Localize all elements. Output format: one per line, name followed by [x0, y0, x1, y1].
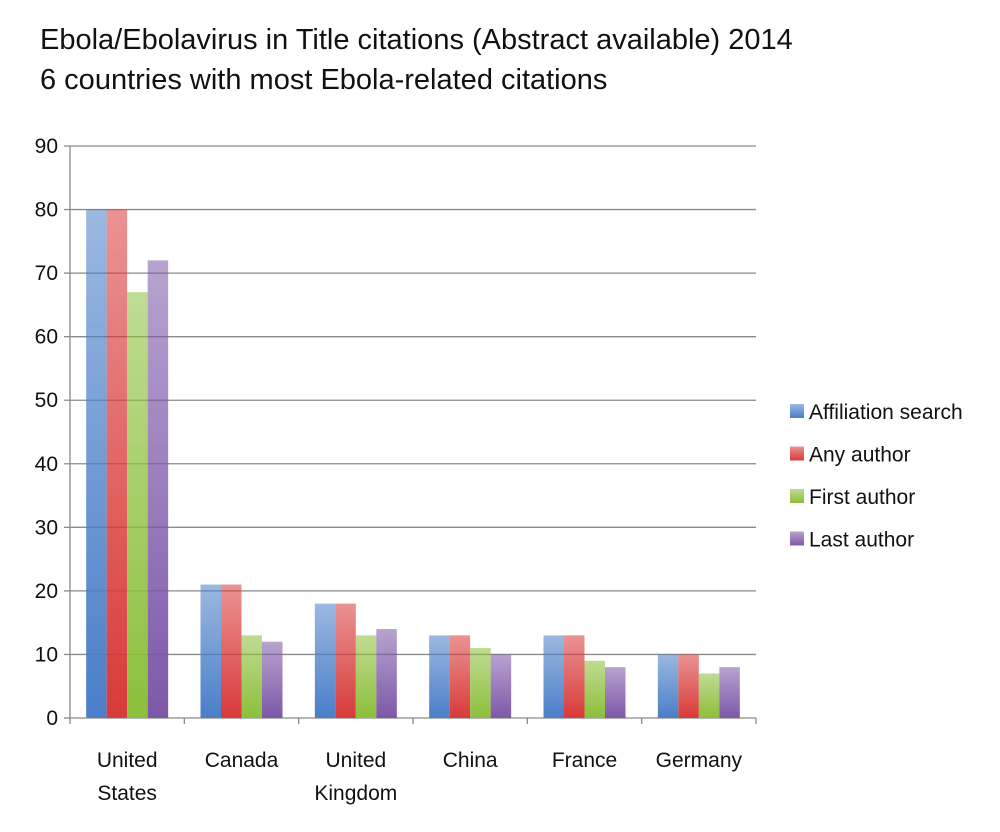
- bar-any-author: [564, 635, 585, 718]
- y-tick-label: 20: [35, 580, 58, 603]
- bar-affiliation-search: [200, 584, 221, 718]
- x-category-label: Kingdom: [314, 782, 397, 805]
- chart-subtitle: 6 countries with most Ebola-related cita…: [40, 64, 608, 96]
- bar-any-author: [678, 654, 699, 718]
- bar-any-author: [449, 635, 471, 718]
- bar-last-author: [605, 667, 626, 718]
- y-tick-label: 30: [35, 516, 58, 539]
- bar-first-author: [698, 673, 720, 718]
- x-category-label: United: [325, 749, 386, 772]
- legend-swatch: [790, 531, 804, 546]
- chart-title: Ebola/Ebolavirus in Title citations (Abs…: [40, 24, 793, 56]
- bar-last-author: [376, 629, 397, 718]
- y-tick-label: 90: [35, 135, 58, 158]
- y-tick-label: 80: [35, 199, 58, 222]
- bar-last-author: [147, 260, 169, 718]
- y-tick-label: 0: [46, 707, 58, 730]
- bar-affiliation-search: [86, 209, 107, 719]
- legend-label: Any author: [809, 444, 911, 467]
- x-category-label: United: [97, 749, 158, 772]
- chart-title-block: Ebola/Ebolavirus in Title citations (Abs…: [40, 20, 793, 100]
- x-category-label: States: [97, 782, 157, 805]
- bar-affiliation-search: [429, 635, 450, 718]
- x-category-label: Canada: [205, 749, 279, 772]
- bar-affiliation-search: [543, 635, 564, 718]
- bar-last-author: [262, 641, 283, 718]
- bar-first-author: [470, 648, 491, 718]
- legend-label: First author: [809, 486, 915, 509]
- bar-any-author: [106, 209, 128, 719]
- bar-first-author: [584, 660, 605, 718]
- legend-swatch: [790, 489, 804, 503]
- legend-label: Last author: [809, 529, 914, 552]
- bar-any-author: [221, 584, 242, 718]
- y-tick-label: 60: [35, 326, 58, 349]
- bar-any-author: [335, 603, 356, 718]
- bar-affiliation-search: [314, 603, 336, 718]
- y-tick-label: 70: [35, 262, 58, 285]
- x-category-label: China: [443, 749, 498, 772]
- bar-affiliation-search: [657, 654, 679, 718]
- bar-first-author: [241, 635, 262, 718]
- bar-last-author: [719, 667, 740, 718]
- legend-label: Affiliation search: [809, 401, 963, 424]
- y-tick-label: 40: [35, 453, 58, 476]
- legend-swatch: [790, 446, 804, 461]
- y-tick-label: 10: [35, 643, 58, 666]
- bar-first-author: [127, 292, 148, 718]
- y-tick-label: 50: [35, 389, 58, 412]
- x-category-label: Germany: [656, 749, 743, 772]
- x-category-label: France: [552, 749, 617, 772]
- bar-last-author: [490, 654, 512, 718]
- legend-swatch: [790, 404, 804, 418]
- bar-first-author: [355, 635, 377, 718]
